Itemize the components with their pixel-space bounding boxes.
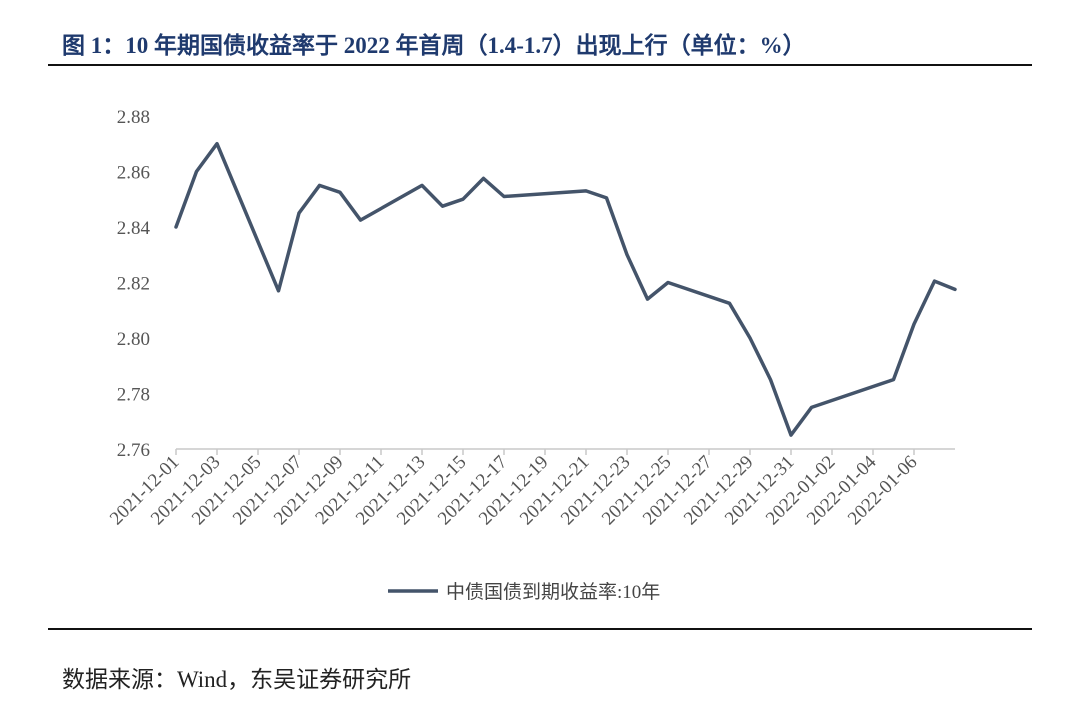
y-axis-ticks: 2.88 2.86 2.84 2.82 2.80 2.78 2.76 xyxy=(117,107,151,461)
y-tick-label: 2.84 xyxy=(117,218,151,239)
y-tick-label: 2.76 xyxy=(117,440,150,461)
x-axis-ticks: 2021-12-012021-12-032021-12-052021-12-07… xyxy=(106,449,922,529)
legend: 中债国债到期收益率:10年 xyxy=(388,581,660,603)
bottom-rule xyxy=(48,628,1032,630)
source-note: 数据来源：Wind，东吴证券研究所 xyxy=(62,667,412,692)
y-tick-label: 2.86 xyxy=(117,163,150,184)
y-tick-label: 2.82 xyxy=(117,274,150,295)
top-rule xyxy=(48,64,1032,66)
y-tick-label: 2.78 xyxy=(117,385,150,406)
series-layer xyxy=(174,141,957,437)
figure-title: 图 1：10 年期国债收益率于 2022 年首周（1.4-1.7）出现上行（单位… xyxy=(62,33,806,58)
series-line xyxy=(174,141,957,437)
y-tick-label: 2.80 xyxy=(117,329,150,350)
legend-label: 中债国债到期收益率:10年 xyxy=(446,581,660,603)
y-tick-label: 2.88 xyxy=(117,107,150,128)
